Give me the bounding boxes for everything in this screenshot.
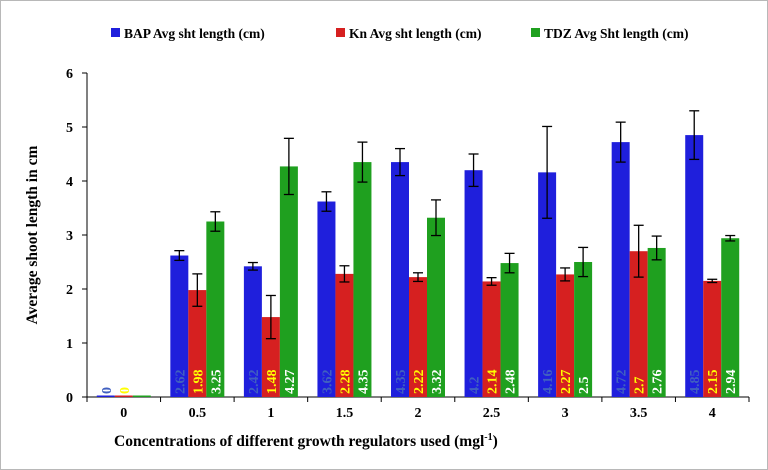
data-label: 2.42 <box>247 370 262 395</box>
y-axis-title: Average shoot length in cm <box>24 146 41 325</box>
bar <box>243 266 262 397</box>
bar <box>703 280 722 397</box>
bar <box>611 142 630 397</box>
data-label: 2.14 <box>486 370 501 395</box>
legend-swatch <box>111 28 120 37</box>
bar <box>538 172 557 397</box>
x-axis-title-superscript: -1 <box>484 432 492 443</box>
data-label: 2.62 <box>173 370 188 395</box>
data-label: 3.32 <box>430 370 445 395</box>
bar <box>188 290 207 397</box>
bar <box>391 162 409 397</box>
x-tick-label: 3 <box>562 406 569 421</box>
bar <box>556 274 575 397</box>
data-label: 4.35 <box>394 370 409 395</box>
legend-label: TDZ Avg Sht length (cm) <box>544 26 689 41</box>
bar <box>279 166 298 397</box>
data-label: 2.48 <box>504 370 519 395</box>
x-tick-label: 4 <box>709 406 716 421</box>
y-tick-label: 5 <box>66 121 73 136</box>
x-tick-label: 2.5 <box>483 406 501 421</box>
bar <box>96 395 115 397</box>
bar <box>721 238 740 397</box>
x-tick-label: 1 <box>267 406 274 421</box>
bar <box>132 395 151 397</box>
x-tick-label: 0 <box>120 406 127 421</box>
data-label: 2.15 <box>706 370 721 395</box>
data-label: 2.7 <box>633 377 648 395</box>
data-label: 0 <box>100 387 115 394</box>
x-tick-label: 1.5 <box>336 406 354 421</box>
data-label: 2.5 <box>577 377 592 395</box>
x-tick-label: 0.5 <box>189 406 207 421</box>
bar <box>114 395 133 397</box>
data-label: 2.27 <box>559 370 574 395</box>
data-label: 2.94 <box>724 370 739 395</box>
data-label: 4.2 <box>468 377 483 395</box>
data-label: 2.76 <box>651 370 666 395</box>
x-axis-title-tail: ) <box>493 433 498 450</box>
bar <box>574 262 593 397</box>
y-tick-label: 1 <box>66 337 73 352</box>
data-label: 3.25 <box>209 370 224 395</box>
bar <box>170 255 189 397</box>
bar <box>629 251 648 397</box>
bar <box>464 170 483 397</box>
data-label: 4.72 <box>615 370 630 395</box>
bar <box>353 162 372 397</box>
y-tick-label: 6 <box>66 67 73 82</box>
y-tick-label: 3 <box>66 229 73 244</box>
bar <box>409 277 427 397</box>
bar <box>647 247 666 397</box>
bar <box>685 135 704 397</box>
data-label: 1.48 <box>265 370 280 395</box>
legend-swatch <box>531 28 540 37</box>
bar <box>482 281 501 397</box>
x-axis-title: Concentrations of different growth regul… <box>114 432 498 450</box>
legend-label: Kn Avg sht length (cm) <box>349 26 482 41</box>
legend-swatch <box>336 28 345 37</box>
data-label: 4.35 <box>356 370 371 395</box>
data-label: 3.62 <box>320 370 335 395</box>
x-axis-title-main: Concentrations of different growth regul… <box>114 433 485 450</box>
data-label: 4.85 <box>688 370 703 395</box>
data-label: 4.27 <box>283 370 298 395</box>
data-label: 0 <box>118 387 133 394</box>
bar <box>335 273 354 397</box>
data-label: 4.16 <box>541 370 556 395</box>
legend-label: BAP Avg sht length (cm) <box>124 26 265 41</box>
y-tick-label: 2 <box>66 283 73 298</box>
y-tick-label: 0 <box>66 391 73 406</box>
x-tick-label: 2 <box>415 406 422 421</box>
bar <box>261 317 280 397</box>
x-tick-label: 3.5 <box>630 406 648 421</box>
bar <box>500 263 519 397</box>
data-label: 2.22 <box>412 370 427 395</box>
bar <box>317 201 336 397</box>
bar <box>206 221 225 397</box>
data-label: 1.98 <box>191 370 206 395</box>
bar <box>427 217 445 397</box>
y-tick-label: 4 <box>66 175 73 190</box>
data-label: 2.28 <box>338 370 353 395</box>
